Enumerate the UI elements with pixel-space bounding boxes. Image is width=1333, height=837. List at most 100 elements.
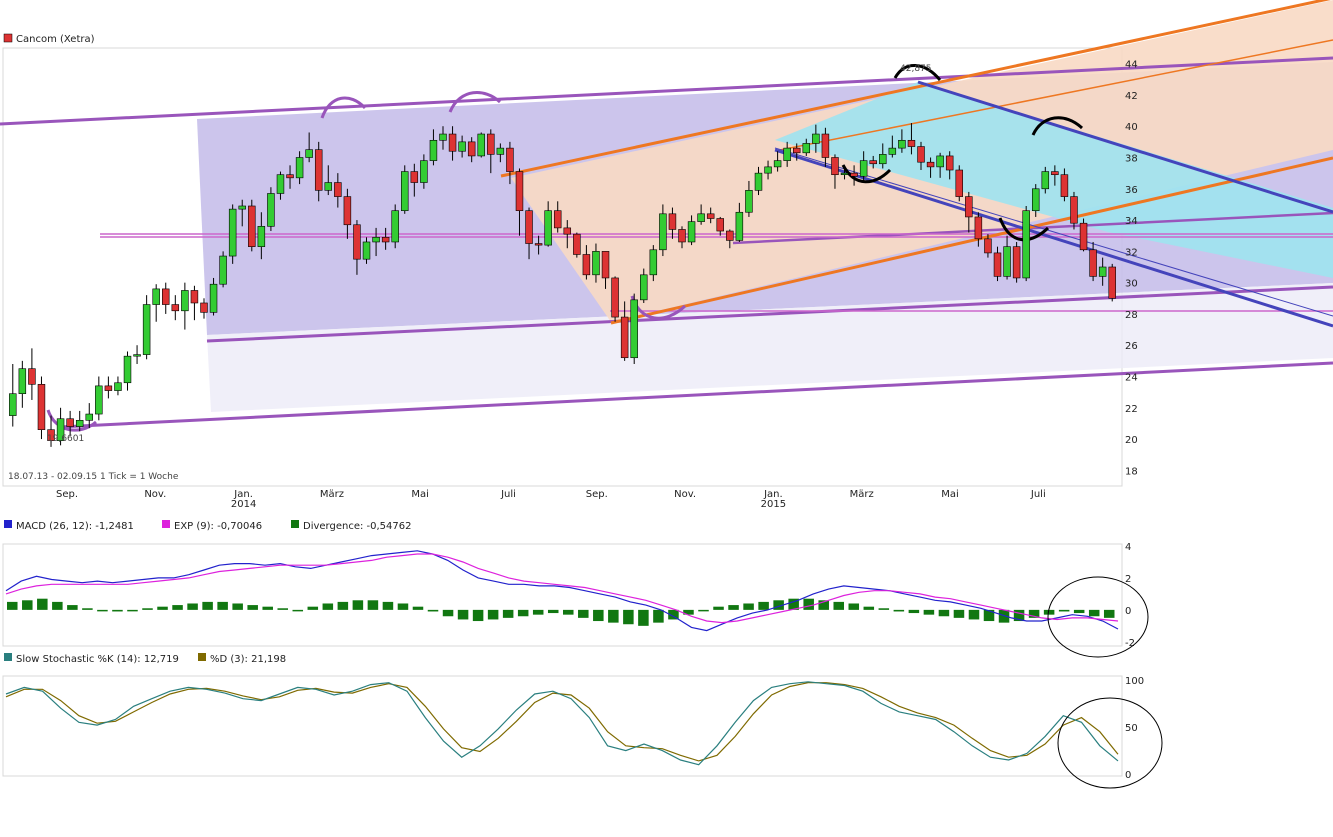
divergence-bar (427, 609, 439, 612)
candle (792, 147, 801, 154)
divergence-bar (698, 609, 709, 612)
candle (534, 243, 543, 246)
candle (525, 210, 533, 244)
candle (945, 155, 954, 171)
divergence-bar (863, 606, 875, 610)
price-x-tick-year: 2014 (231, 499, 256, 510)
candle (162, 288, 170, 305)
main-legend: Cancom (Xetra) (16, 34, 95, 45)
stoch-y-tick: 100 (1125, 676, 1144, 687)
candle (295, 157, 304, 179)
candle (142, 304, 151, 355)
candle (544, 210, 552, 246)
candle (668, 213, 677, 230)
divergence-bar (758, 601, 769, 610)
divergence-bar (788, 598, 799, 610)
divergence-bar (1028, 609, 1040, 618)
divergence-bar (923, 609, 935, 615)
stoch-highlight-circle (1057, 697, 1163, 789)
exp-legend-swatch (162, 520, 170, 528)
macd-panel-frame (2, 543, 1123, 647)
candle (1022, 210, 1030, 279)
price-x-tick: Nov. (144, 489, 166, 500)
candle (9, 393, 17, 416)
candle (659, 213, 667, 251)
candle (190, 290, 199, 304)
candle (974, 216, 983, 240)
candle (429, 139, 438, 161)
candle (506, 147, 514, 172)
light-zone (207, 283, 1333, 412)
divergence-bar (442, 609, 454, 617)
candle (1003, 246, 1011, 277)
divergence-bar (397, 603, 409, 610)
orange-channel-bot (610, 156, 1333, 325)
candle (353, 224, 361, 260)
divergence-bar (668, 609, 679, 620)
candle (745, 190, 753, 213)
price-y-tick: 34 (1125, 216, 1138, 227)
candle (1098, 266, 1107, 277)
divergence-bar (412, 606, 424, 610)
divergence-bar (247, 605, 258, 610)
swing-mark-5 (893, 64, 942, 81)
macd-line (5, 550, 1119, 632)
candle (553, 210, 562, 229)
macd-y-tick: 4 (1125, 542, 1131, 553)
divergence-bar (1088, 609, 1100, 617)
divergence-bar (968, 609, 980, 620)
div-legend: Divergence: -0,54762 (303, 521, 411, 532)
divergence-bar (7, 601, 18, 610)
swing-mark-6 (841, 164, 892, 184)
candle (496, 147, 505, 155)
candle (907, 139, 916, 147)
candle (267, 193, 275, 227)
divergence-bar (998, 609, 1010, 623)
divergence-bar (487, 609, 499, 620)
candle (898, 139, 906, 149)
stoch-y-tick: 0 (1125, 770, 1131, 781)
candle (439, 133, 447, 141)
price-y-tick: 22 (1125, 404, 1138, 415)
candle (257, 226, 266, 247)
orange-channel-top (500, 0, 1331, 178)
candle (448, 133, 457, 152)
candle (114, 382, 122, 391)
divergence-bar (82, 608, 93, 610)
candle (640, 274, 648, 301)
candle (726, 230, 734, 241)
candle (1060, 174, 1069, 197)
price-x-tick: Nov. (674, 489, 696, 500)
divergence-bar (983, 609, 995, 622)
divergence-bar (908, 609, 920, 614)
divergence-bar (773, 600, 784, 610)
divergence-bar (292, 609, 304, 612)
divergence-bar (202, 601, 213, 610)
divergence-bar (457, 609, 469, 620)
candle (1012, 246, 1021, 279)
candle (1079, 222, 1088, 251)
candle (859, 160, 868, 177)
orange-channel-mid (779, 39, 1333, 151)
exp-legend: EXP (9): -0,70046 (174, 521, 262, 532)
candle (840, 172, 849, 176)
price-panel: 18 20 22 24 26 28 30 32 34 36 38 40 42 44 Sep. Nov. Jan… (0, 0, 1333, 510)
price-y-tick: 44 (1125, 60, 1138, 71)
divergence-bar (803, 598, 814, 610)
candle (1070, 196, 1078, 224)
price-x-tick-year: 2015 (761, 499, 786, 510)
stoch-d-legend-swatch (198, 653, 206, 661)
divergence-bar (532, 609, 544, 615)
price-x-tick: Juli (500, 489, 516, 500)
cyan-zone (775, 82, 1333, 278)
candle (831, 157, 839, 176)
macd-legend: MACD (26, 12): -1,2481 (16, 521, 134, 532)
candle (649, 249, 658, 276)
macd-y-axis: 4 2 0 -2 (1125, 542, 1135, 649)
candle (286, 174, 294, 179)
price-y-tick: 26 (1125, 341, 1138, 352)
candle (219, 255, 227, 285)
divergence-bar (547, 609, 559, 614)
purple-trend-top (0, 56, 1333, 126)
